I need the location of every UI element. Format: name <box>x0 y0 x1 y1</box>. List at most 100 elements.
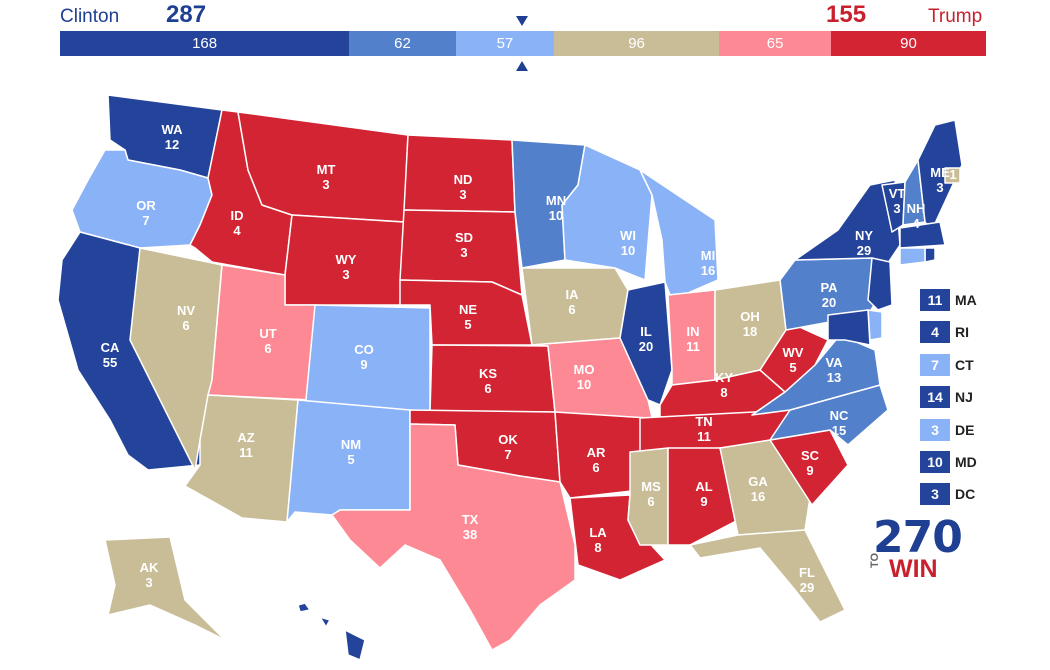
state-tx[interactable] <box>331 423 576 651</box>
small-state-abbr: CT <box>955 356 974 373</box>
bar-segment-safe-dem[interactable]: 168 <box>60 31 350 56</box>
small-state-votes: 4 <box>920 321 950 344</box>
state-abbr-al: AL <box>695 479 712 494</box>
small-state-votes: 10 <box>920 450 950 473</box>
state-abbr-wv: WV <box>783 345 804 360</box>
state-abbr-wi: WI <box>620 228 636 243</box>
state-votes-wv: 5 <box>789 360 796 375</box>
state-ct[interactable] <box>899 247 926 266</box>
state-abbr-nm: NM <box>341 437 361 452</box>
state-votes-nm: 5 <box>347 452 354 467</box>
bar-segment-lean-rep[interactable]: 65 <box>719 31 832 56</box>
state-hi[interactable] <box>297 602 366 661</box>
clinton-electoral-total: 287 <box>166 1 207 28</box>
state-abbr-fl: FL <box>799 565 815 580</box>
state-abbr-la: LA <box>589 525 607 540</box>
state-votes-nv: 6 <box>182 318 189 333</box>
logo-number: 270 <box>873 512 963 563</box>
state-votes-wa: 12 <box>165 137 179 152</box>
state-votes-vt: 3 <box>893 201 900 216</box>
state-ri[interactable] <box>924 247 936 263</box>
state-votes-ok: 7 <box>504 447 511 462</box>
state-votes-ky: 8 <box>720 385 727 400</box>
state-abbr-pa: PA <box>820 280 838 295</box>
state-votes-pa: 20 <box>822 295 836 310</box>
state-abbr-va: VA <box>825 355 843 370</box>
small-state-abbr: RI <box>955 324 969 341</box>
small-state-abbr: MA <box>955 292 977 308</box>
270towin-logo[interactable]: 270 TO WIN <box>869 512 963 586</box>
state-votes-az: 11 <box>239 445 253 460</box>
state-votes-co: 9 <box>360 357 367 372</box>
electoral-vote-bar: 168 62 57 96 65 90 <box>60 31 986 56</box>
state-votes-nc: 15 <box>832 423 846 438</box>
state-votes-mo: 10 <box>577 377 591 392</box>
bar-segment-safe-rep[interactable]: 90 <box>831 31 986 56</box>
state-votes-ks: 6 <box>484 381 491 396</box>
state-abbr-nv: NV <box>177 303 195 318</box>
state-votes-id: 4 <box>233 223 241 238</box>
state-abbr-wa: WA <box>162 122 184 137</box>
small-state-abbr: DC <box>955 486 976 503</box>
state-abbr-ne: NE <box>459 302 477 317</box>
state-votes-ny: 29 <box>857 243 871 258</box>
small-state-votes: 11 <box>920 289 950 311</box>
270-marker-bottom-icon <box>516 61 528 71</box>
state-abbr-ia: IA <box>566 287 580 302</box>
state-votes-sc: 9 <box>806 463 813 478</box>
state-votes-mn: 10 <box>549 208 563 223</box>
state-votes-ut: 6 <box>264 341 271 356</box>
state-votes-ak: 3 <box>145 575 152 590</box>
state-abbr-id: ID <box>231 208 244 223</box>
state-votes-nd: 3 <box>459 187 466 202</box>
state-ak[interactable] <box>104 536 226 641</box>
state-votes-tx: 38 <box>463 527 477 542</box>
state-votes-wi: 10 <box>621 243 635 258</box>
state-ma[interactable] <box>899 221 946 249</box>
state-abbr-ny: NY <box>855 228 873 243</box>
state-abbr-wy: WY <box>336 252 357 267</box>
state-votes-tn: 11 <box>697 429 711 444</box>
state-abbr-tx: TX <box>462 512 479 527</box>
state-md[interactable] <box>827 309 871 346</box>
state-votes-il: 20 <box>639 339 653 354</box>
state-votes-mi: 16 <box>701 263 715 278</box>
state-nj[interactable] <box>867 257 893 311</box>
state-votes-la: 8 <box>594 540 601 555</box>
state-votes-hi: 4 <box>318 648 326 663</box>
state-votes-ca: 55 <box>103 355 117 370</box>
state-votes-nh: 4 <box>912 216 920 231</box>
state-label-me-cd2: 1 <box>949 167 956 182</box>
logo-to: TO <box>869 552 881 568</box>
state-abbr-oh: OH <box>740 309 760 324</box>
state-mi[interactable] <box>639 169 719 301</box>
small-state-abbr: NJ <box>955 389 973 406</box>
bar-segment-likely-dem[interactable]: 62 <box>349 31 456 56</box>
state-abbr-in: IN <box>687 324 700 339</box>
state-ar[interactable] <box>554 411 649 499</box>
state-abbr-tn: TN <box>695 414 712 429</box>
trump-name: Trump <box>928 6 983 27</box>
state-abbr-az: AZ <box>237 430 254 445</box>
state-votes-sd: 3 <box>460 245 467 260</box>
small-state-votes: 7 <box>920 353 950 376</box>
state-fl[interactable] <box>689 529 846 623</box>
state-abbr-ak: AK <box>140 560 159 575</box>
state-abbr-ks: KS <box>479 366 497 381</box>
state-me-cd2[interactable] <box>944 167 961 184</box>
state-votes-wy: 3 <box>342 267 349 282</box>
state-abbr-co: CO <box>354 342 374 357</box>
logo-win: WIN <box>889 555 938 583</box>
bar-segment-tossup[interactable]: 96 <box>553 31 720 56</box>
clinton-name: Clinton <box>60 6 120 27</box>
bar-segment-lean-dem[interactable]: 57 <box>455 31 554 56</box>
state-me[interactable] <box>917 119 963 231</box>
state-votes-ia: 6 <box>568 302 575 317</box>
state-votes-me: 3 <box>936 180 943 195</box>
state-al[interactable] <box>667 447 739 546</box>
state-abbr-ms: MS <box>641 479 661 494</box>
small-state-abbr: DE <box>955 421 975 438</box>
state-votes-al: 9 <box>700 494 707 509</box>
state-votes-ms: 6 <box>647 494 654 509</box>
